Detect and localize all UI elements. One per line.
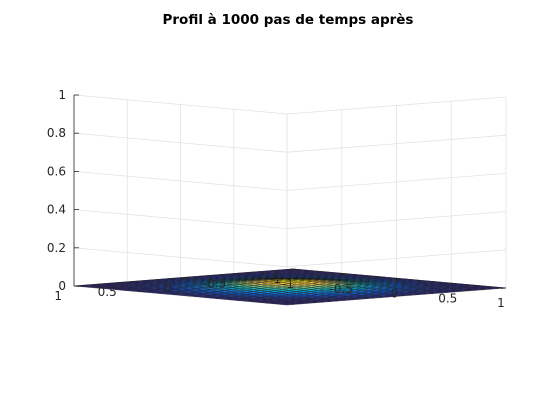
y-tick [500,287,507,289]
chart-title: Profil à 1000 pas de temps après [163,12,414,28]
y-tick-label: 1 [497,296,505,310]
z-tick-label: 0.6 [47,164,66,178]
y-tick [394,278,400,280]
x-tick-label: 0 [164,281,172,295]
y-tick [447,282,453,285]
z-tick-label: 0.2 [47,241,66,255]
x-grid-line [183,105,397,297]
z-grid-line [73,209,507,230]
x-grid-line [238,101,452,293]
z-tick-label: 0 [58,279,66,293]
x-tick [128,281,134,283]
x-grid-line [292,97,507,289]
z-tick-label: 1 [58,88,66,102]
z-grid-line [73,94,507,115]
x-tick-label: 1 [54,289,62,303]
z-grid-line [73,171,507,191]
x-tick-label: -0.5 [203,276,226,290]
y-tick-label: -1 [282,277,294,291]
y-tick [287,268,294,270]
axis-ticks: 0 0.2 0.4 0.6 0.8 1 -1 -0.5 0 0.5 1 -1 -0.5 0 0.5 1 [47,88,507,310]
x-tick [73,285,80,287]
z-tick-label: 0.4 [47,203,66,217]
surface-plot [73,268,507,306]
y-tick [341,273,347,275]
z-grid-line [73,132,507,153]
x-tick-label: 0.5 [98,285,117,299]
z-grid-line [73,247,507,268]
x-tick-label: -1 [269,272,281,286]
x-tick [238,272,244,275]
x-tick [292,268,299,270]
x-tick [183,277,189,279]
y-tick-label: -0.5 [330,282,353,296]
z-tick-label: 0.8 [47,126,66,140]
y-tick-label: 0.5 [438,291,457,305]
y-tick-label: 0 [391,287,399,301]
